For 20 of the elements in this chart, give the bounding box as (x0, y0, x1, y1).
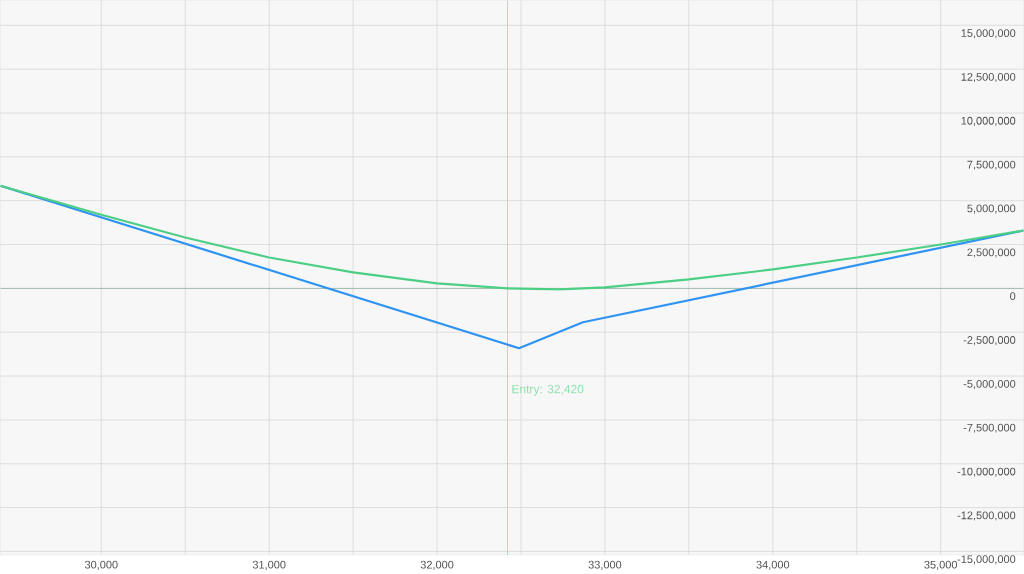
y-tick-label: -7,500,000 (963, 424, 1016, 434)
y-tick-label: 5,000,000 (967, 204, 1016, 214)
ref-line-label: Entry: 32,420 (512, 385, 584, 396)
y-tick-label: 2,500,000 (967, 248, 1016, 258)
x-tick-label: 34,000 (756, 561, 790, 571)
y-tick-label: -5,000,000 (963, 380, 1016, 390)
x-tick-label: 33,000 (588, 561, 622, 571)
y-tick-label: -10,000,000 (957, 467, 1016, 477)
y-tick-label: 0 (1010, 292, 1016, 301)
y-tick-label: 12,500,000 (961, 73, 1016, 83)
y-tick-label: 15,000,000 (961, 29, 1016, 39)
x-tick-label: 32,000 (420, 561, 454, 571)
y-tick-label: -2,500,000 (963, 336, 1016, 346)
x-tick-label: 30,000 (84, 561, 118, 571)
y-tick-label: 7,500,000 (967, 160, 1016, 171)
y-tick-label: -12,500,000 (957, 511, 1016, 521)
x-tick-label: 31,000 (252, 561, 286, 571)
x-tick-label: 35,000 (924, 561, 958, 571)
y-tick-label: 10,000,000 (961, 117, 1016, 127)
y-tick-label: -15,000,000 (957, 555, 1016, 565)
